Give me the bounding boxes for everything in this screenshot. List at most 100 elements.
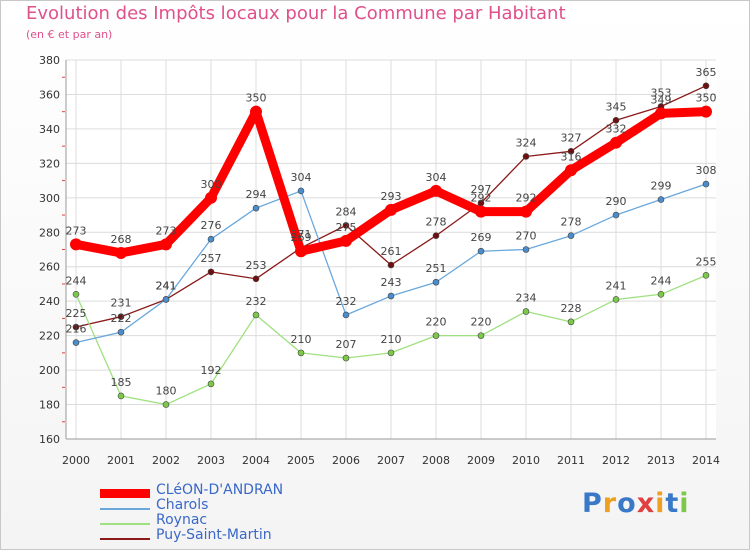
data-point [522,308,530,315]
data-point [297,187,305,195]
data-point [342,222,350,229]
logo-letter: i [679,488,690,519]
data-point [567,148,575,155]
data-point [207,380,215,388]
data-label: 275 [336,221,357,234]
data-label: 253 [246,259,267,272]
data-point [477,332,485,339]
x-tick-label: 2009 [467,454,495,467]
data-point [207,268,215,276]
x-tick-label: 2012 [602,454,630,467]
legend-label: Roynac [156,512,208,528]
y-tick-label: 180 [39,399,60,412]
data-label: 261 [381,245,402,258]
x-tick-label: 2003 [197,454,225,467]
data-point [567,318,575,326]
legend-swatch [100,489,150,498]
data-label: 332 [606,123,627,136]
data-label: 210 [291,333,312,346]
data-point [522,246,530,253]
data-point [115,246,127,259]
data-label: 308 [696,164,717,177]
data-point [295,245,307,258]
data-label: 273 [156,224,177,237]
data-label: 225 [66,307,87,320]
data-label: 278 [426,216,447,229]
data-label: 232 [246,295,267,308]
data-point [655,107,667,120]
chart-subtitle: (en € et par an) [26,28,113,41]
data-label: 231 [111,297,132,310]
data-point [162,296,170,303]
data-label: 251 [426,262,447,275]
data-label: 276 [201,219,222,232]
y-tick-label: 340 [39,123,60,136]
data-label: 284 [336,205,357,218]
data-label: 180 [156,385,177,398]
data-label: 255 [696,255,717,268]
logo-letter: o [617,488,637,519]
y-tick-label: 240 [39,295,60,308]
x-tick-label: 2010 [512,454,540,467]
data-point [700,105,712,118]
data-label: 269 [471,231,492,244]
y-tick-label: 380 [39,54,60,67]
data-label: 207 [336,338,357,351]
data-label: 292 [471,192,492,205]
data-point [340,234,352,247]
data-label: 304 [291,171,312,184]
data-point [520,205,532,218]
data-label: 210 [381,333,402,346]
x-tick-label: 2000 [62,454,90,467]
logo-letter: P [582,488,603,519]
data-label: 241 [606,279,627,292]
data-label: 350 [246,92,267,105]
data-point [475,205,487,218]
data-label: 232 [336,295,357,308]
data-label: 273 [66,224,87,237]
legend-swatch [100,538,150,540]
y-tick-label: 280 [39,226,60,239]
data-point [702,82,710,90]
data-point [72,290,80,298]
data-label: 228 [561,302,582,315]
data-label: 192 [201,364,222,377]
data-label: 220 [426,316,447,329]
x-tick-label: 2002 [152,454,180,467]
data-point [252,275,260,283]
data-point [567,232,575,240]
logo-letter: t [665,488,680,519]
logo-letter: r [602,488,618,519]
data-point [565,164,577,177]
data-point [522,153,530,160]
legend-label: CLéON-D'ANDRAN [156,482,284,498]
data-point [432,278,440,286]
data-point [207,235,215,243]
data-label: 349 [651,93,672,106]
data-label: 244 [651,274,672,287]
data-label: 241 [156,279,177,292]
y-tick-label: 200 [39,364,60,377]
data-point [72,323,80,331]
logo-letter: i [655,488,666,519]
data-label: 278 [561,216,582,229]
data-point [702,180,710,188]
data-point [117,392,125,400]
x-tick-label: 2006 [332,454,360,467]
x-tick-label: 2013 [647,454,675,467]
data-label: 293 [381,190,402,203]
data-point [610,136,622,149]
data-label: 299 [651,180,672,193]
data-point [430,184,442,197]
data-point [612,211,620,219]
data-label: 244 [66,274,87,287]
data-label: 270 [516,230,537,243]
data-point [657,196,665,203]
data-label: 297 [471,183,492,196]
data-label: 269 [291,231,312,244]
data-point [477,247,485,255]
data-point [387,292,395,300]
data-point [250,105,262,118]
data-point [387,349,395,357]
